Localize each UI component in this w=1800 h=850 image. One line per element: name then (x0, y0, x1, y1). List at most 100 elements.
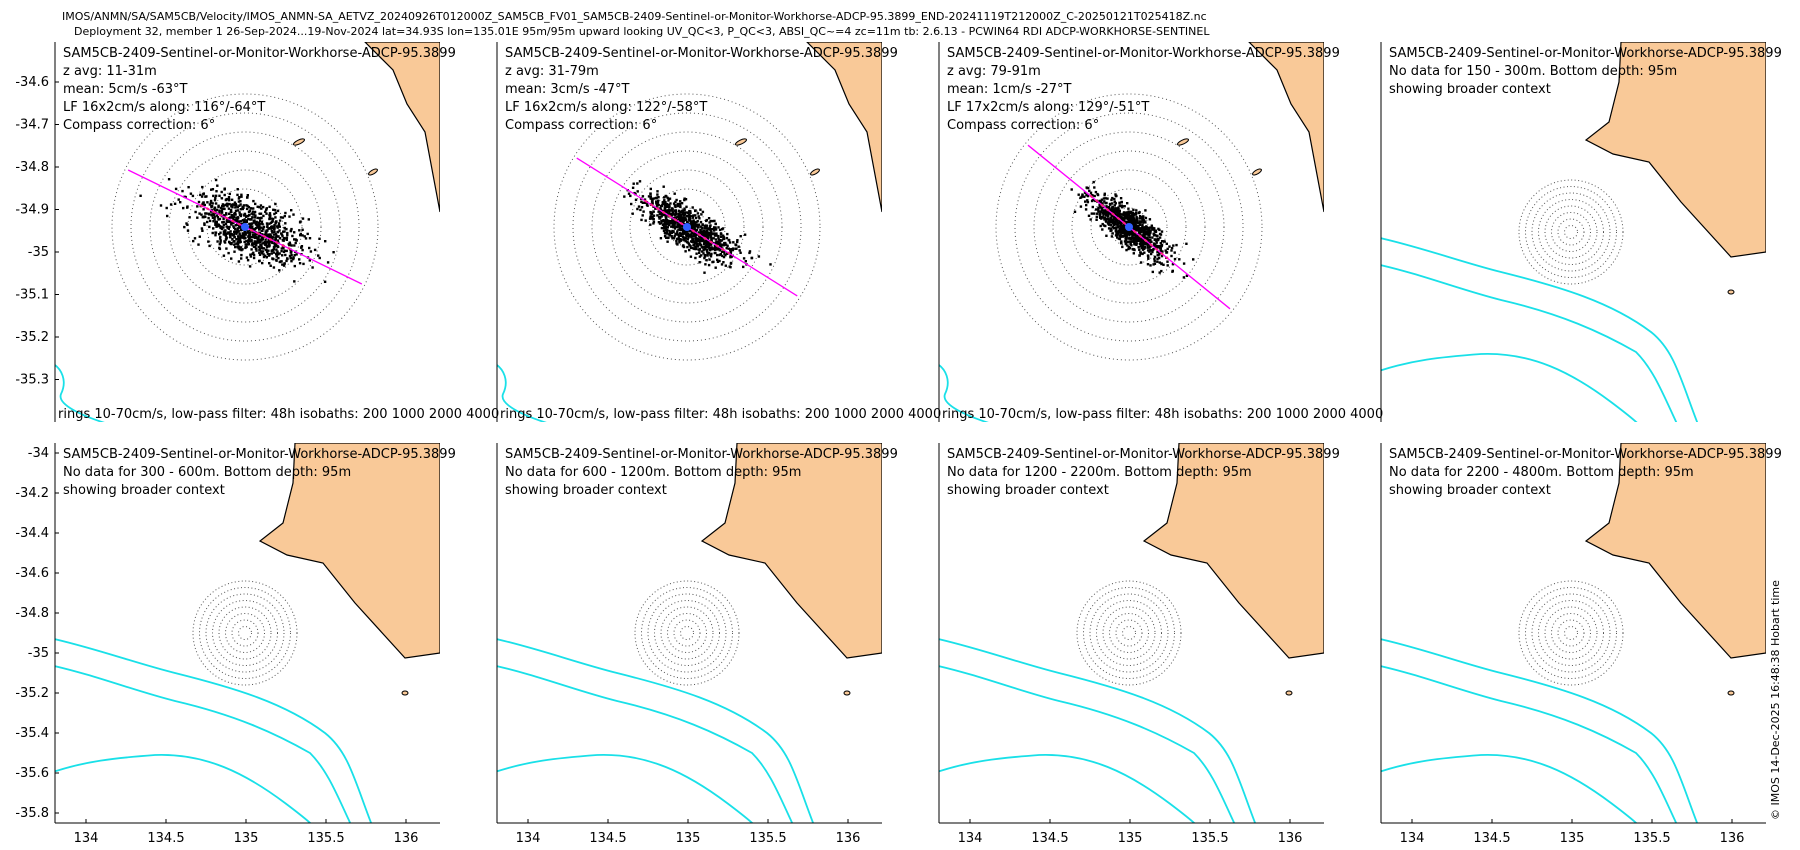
scatter-point (1124, 238, 1128, 241)
scatter-point (285, 238, 288, 241)
scatter-point (214, 221, 217, 225)
scatter-point (236, 223, 239, 227)
scatter-point (241, 232, 245, 235)
scatter-point (688, 216, 691, 220)
panel-lf: LF 17x2cm/s along: 129°/-51°T (947, 100, 1149, 115)
scatter-point (225, 202, 229, 205)
scatter-point (198, 235, 201, 238)
island (292, 138, 306, 146)
scatter-point (709, 253, 712, 257)
scatter-point (678, 213, 681, 216)
scatter-point (277, 224, 281, 227)
scatter-point (268, 244, 271, 247)
scatter-point (273, 242, 276, 245)
scatter-point (1116, 223, 1119, 227)
scatter-point (265, 250, 269, 254)
scatter-point (1089, 218, 1092, 221)
land (258, 443, 440, 659)
scatter-point (1157, 227, 1160, 231)
scatter-point (298, 262, 302, 265)
scatter-point (257, 222, 260, 225)
scatter-point (268, 217, 271, 221)
scatter-point (268, 222, 271, 225)
scatter-point (673, 227, 677, 230)
scatter-point (676, 204, 680, 208)
panel-7: SAM5CB-2409-Sentinel-or-Monitor-Workhors… (938, 443, 1340, 846)
scatter-point (671, 211, 675, 214)
scatter-point (1119, 222, 1123, 226)
scatter-point (1101, 202, 1104, 205)
scatter-point (714, 232, 718, 235)
land (1142, 443, 1324, 659)
scatter-point (182, 206, 185, 210)
scatter-point (266, 252, 270, 256)
scatter-point (252, 245, 256, 248)
scatter-point (235, 232, 238, 236)
x-tick-label: 135.5 (1633, 831, 1670, 846)
scatter-point (706, 241, 709, 244)
scatter-point (662, 213, 665, 216)
scatter-point (1153, 233, 1156, 236)
scatter-point (702, 242, 706, 245)
scatter-point (228, 212, 231, 215)
scatter-point (665, 220, 669, 224)
scatter-point (244, 232, 247, 235)
scatter-point (227, 251, 230, 255)
scatter-point (1152, 242, 1156, 245)
scatter-point (1138, 229, 1142, 232)
scatter-point (720, 245, 723, 249)
scatter-point (1142, 232, 1145, 235)
scatter-point (710, 248, 713, 251)
scatter-point (1116, 232, 1120, 235)
scatter-point (1132, 223, 1135, 226)
panel-content (497, 443, 882, 823)
scatter-point (676, 221, 679, 224)
scatter-point (700, 213, 703, 216)
scatter-point (1138, 248, 1141, 251)
scatter-point (1150, 240, 1153, 243)
scatter-point (711, 260, 714, 264)
scatter-point (259, 235, 262, 238)
scatter-point (1128, 216, 1132, 219)
scatter-point (665, 204, 668, 207)
scatter-point (318, 256, 321, 260)
scatter-point (694, 214, 697, 217)
scatter-point (731, 248, 735, 252)
scatter-point (668, 211, 671, 215)
scatter-point (264, 238, 267, 241)
scatter-point (225, 247, 228, 250)
scatter-point (738, 249, 741, 252)
scatter-point (1095, 212, 1099, 215)
scatter-point (281, 216, 285, 219)
scatter-point (291, 234, 294, 238)
scatter-point (203, 215, 206, 218)
scatter-point (1086, 199, 1089, 202)
scatter-point (1127, 240, 1130, 243)
scatter-point (1093, 186, 1096, 189)
scatter-point (268, 242, 271, 245)
scatter-point (179, 201, 182, 204)
scatter-point (1114, 193, 1117, 196)
scatter-point (1129, 242, 1132, 245)
scatter-point (670, 225, 673, 228)
scatter-point (1111, 232, 1114, 235)
scatter-point (688, 248, 691, 252)
scatter-point (1099, 199, 1102, 203)
speed-ring (648, 188, 726, 266)
scatter-point (698, 255, 702, 258)
scatter-point (1144, 236, 1147, 239)
scatter-point (300, 245, 304, 248)
scatter-point (1116, 219, 1119, 222)
scatter-point (269, 236, 272, 239)
scatter-point (668, 232, 672, 236)
scatter-point (1094, 208, 1098, 211)
scatter-point (708, 258, 711, 261)
scatter-point (664, 228, 667, 231)
scatter-point (646, 204, 649, 207)
scatter-point (675, 237, 679, 241)
scatter-point (326, 261, 330, 264)
scatter-point (708, 221, 711, 224)
scatter-point (709, 233, 713, 236)
panel-2: rings 10-70cm/s, low-pass filter: 48h is… (496, 42, 941, 422)
scatter-point (657, 221, 661, 224)
